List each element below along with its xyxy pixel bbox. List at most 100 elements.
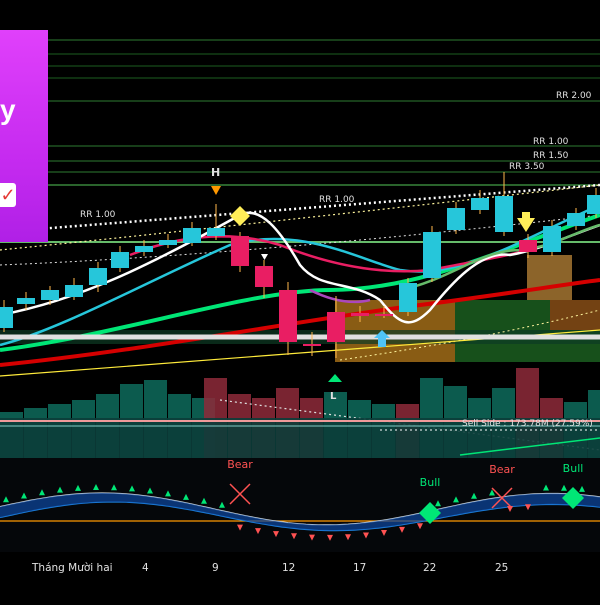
candle[interactable] [327,296,345,358]
osc-down-tick-icon [255,528,261,535]
osc-up-tick-icon [93,484,99,491]
candle[interactable] [303,332,321,356]
osc-up-tick-icon [219,501,225,508]
osc-up-tick-icon [543,484,549,491]
level-labels: RR 2.00 RR 1.00 RR 1.50 RR 3.50 RR 1.00 … [80,91,592,220]
promo-card[interactable]: y ✓ [0,30,48,242]
candle[interactable] [135,240,153,256]
osc-up-tick-icon [435,500,441,507]
cyan-up-arrow-icon [374,330,390,338]
candle[interactable] [279,282,297,355]
candle[interactable] [255,260,273,298]
rr-1-00-label: RR 1.00 [533,137,569,147]
osc-down-tick-icon [399,526,405,533]
bull-signal: Bull [419,476,441,524]
bull-label: Bull [420,476,441,489]
rr-1-50-label: RR 1.50 [533,151,569,161]
osc-down-tick-icon [363,532,369,539]
osc-up-tick-icon [3,496,9,503]
candle[interactable] [519,234,537,258]
x-label-3: 12 [282,562,295,574]
candle[interactable] [567,208,585,230]
candle[interactable] [351,306,369,322]
candle[interactable] [17,292,35,310]
bull-signal: Bull [562,462,584,509]
candle[interactable] [423,226,441,282]
osc-up-tick-icon [129,485,135,492]
osc-up-tick-icon [453,496,459,503]
osc-down-tick-icon [327,534,333,541]
osc-up-tick-icon [75,484,81,491]
moving-averages [0,203,600,367]
x-label-2: 9 [212,562,219,574]
candle[interactable] [375,306,393,318]
osc-up-tick-icon [57,486,63,493]
promo-text: y [0,94,16,125]
candle[interactable] [65,278,83,300]
rr-1-00-label-2: RR 1.00 [319,195,355,205]
candle[interactable] [495,172,513,236]
candle[interactable] [183,222,201,246]
bear-label: Bear [489,463,515,476]
osc-up-tick-icon [201,497,207,504]
x-label-1: 4 [142,562,149,574]
candle[interactable] [471,190,489,214]
osc-down-tick-icon [525,504,531,511]
candle[interactable] [41,286,59,305]
osc-down-tick-icon [381,530,387,537]
cyan-arrow-stem [378,338,386,347]
candle[interactable] [207,204,225,240]
candlesticks[interactable] [0,172,600,358]
bear-signal: Bear [489,463,515,509]
osc-up-tick-icon [561,484,567,491]
bull-label: Bull [563,462,584,475]
osc-up-tick-icon [21,492,27,499]
x-label-0: Tháng Mười hai [31,562,113,574]
candle[interactable] [111,246,129,272]
osc-down-tick-icon [291,533,297,540]
osc-down-tick-icon [417,523,423,530]
osc-up-tick-icon [147,487,153,494]
osc-down-tick-icon [309,534,315,541]
candle[interactable] [543,220,561,256]
candle[interactable] [587,188,600,218]
osc-up-tick-icon [111,484,117,491]
osc-up-tick-icon [39,489,45,496]
osc-up-tick-icon [489,489,495,496]
bear-label: Bear [227,458,253,471]
white-down-arrow-icon [261,254,268,260]
osc-up-tick-icon [183,493,189,500]
osc-up-tick-icon [165,490,171,497]
orange-down-arrow-icon [211,186,221,195]
x-label-5: 22 [423,562,436,574]
rr-3-50-label: RR 3.50 [509,162,545,172]
rr-2-00-label: RR 2.00 [556,91,592,101]
osc-down-tick-icon [345,534,351,541]
sell-side-label: Sell Side : 173.78M (27.59%) [462,419,593,429]
candle[interactable] [159,234,177,248]
x-label-4: 17 [353,562,366,574]
low-marker: L [330,391,337,402]
osc-up-tick-icon [579,485,585,492]
zones [0,255,600,362]
candle[interactable] [0,300,13,332]
time-axis [0,552,600,600]
rr-1-00-label-3: RR 1.00 [80,210,116,220]
candle[interactable] [447,202,465,234]
candle[interactable] [89,262,107,292]
candle[interactable] [399,278,417,316]
yellow-arrow-stem [522,212,530,219]
green-up-arrow-icon [328,374,342,382]
x-label-6: 25 [495,562,508,574]
liquidity-band [0,418,600,458]
osc-down-tick-icon [273,531,279,538]
candle[interactable] [231,232,249,272]
osc-down-tick-icon [237,524,243,531]
bear-signal: Bear [227,458,253,505]
oscillator: Bear Bull Bear Bull [0,458,600,541]
osc-up-tick-icon [471,492,477,499]
yellow-down-arrow-icon [517,218,535,232]
signal-markers: H L [211,166,535,402]
